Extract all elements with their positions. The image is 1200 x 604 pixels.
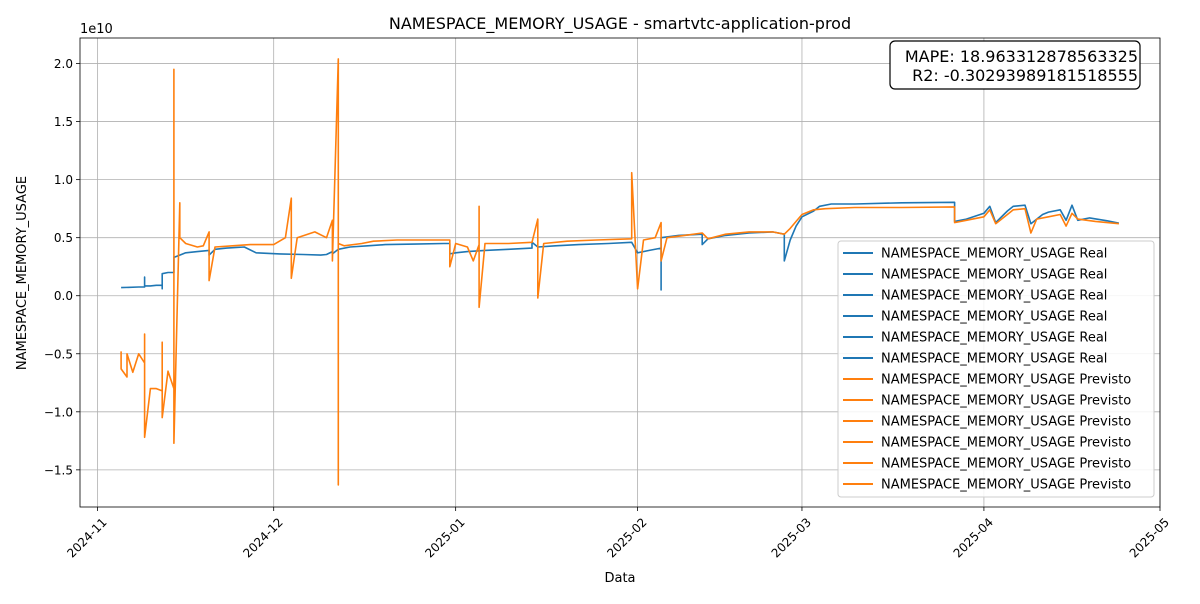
legend-items: NAMESPACE_MEMORY_USAGE Real NAMESPACE_MEM…: [843, 247, 1131, 493]
metrics-box-frame: [889, 40, 1141, 90]
legend-label: NAMESPACE_MEMORY_USAGE Previsto: [881, 457, 1131, 472]
y-tick-label: 1.0: [54, 173, 73, 187]
y-tick-label: −0.5: [44, 347, 73, 361]
metric-mape: MAPE: 18.963312878563325: [905, 47, 1138, 66]
y-tick-label: 0.0: [54, 289, 73, 303]
legend: NAMESPACE_MEMORY_USAGE Real NAMESPACE_MEM…: [837, 240, 1155, 498]
metrics-box: MAPE: 18.963312878563325 R2: -0.30293989…: [889, 40, 1141, 90]
y-axis-label: NAMESPACE_MEMORY_USAGE: [15, 176, 30, 370]
y-tick-label: −1.5: [44, 463, 73, 477]
y-tick-label: 1.5: [54, 115, 73, 129]
y-axis-offset-label: 1e10: [80, 22, 113, 37]
chart-title: NAMESPACE_MEMORY_USAGE - smartvtc-applic…: [389, 14, 851, 34]
series-layer: [120, 58, 1120, 486]
legend-label: NAMESPACE_MEMORY_USAGE Real: [881, 331, 1107, 346]
x-axis-label: Data: [604, 571, 635, 586]
plot-frame: [79, 37, 1161, 508]
legend-label: NAMESPACE_MEMORY_USAGE Previsto: [881, 373, 1131, 388]
series-line-real: [121, 201, 1120, 291]
legend-label: NAMESPACE_MEMORY_USAGE Real: [881, 247, 1107, 262]
y-tick-label: 0.5: [54, 231, 73, 245]
legend-label: NAMESPACE_MEMORY_USAGE Real: [881, 310, 1107, 325]
y-tick-label: 2.0: [54, 57, 73, 71]
legend-label: NAMESPACE_MEMORY_USAGE Real: [881, 268, 1107, 283]
legend-label: NAMESPACE_MEMORY_USAGE Previsto: [881, 415, 1131, 430]
metric-r2: R2: -0.30293989181518555: [912, 66, 1138, 85]
y-tick-label: −1.0: [44, 405, 73, 419]
legend-frame: [837, 240, 1155, 498]
legend-label: NAMESPACE_MEMORY_USAGE Real: [881, 352, 1107, 367]
legend-label: NAMESPACE_MEMORY_USAGE Previsto: [881, 478, 1131, 493]
legend-label: NAMESPACE_MEMORY_USAGE Real: [881, 289, 1107, 304]
legend-label: NAMESPACE_MEMORY_USAGE Previsto: [881, 394, 1131, 409]
legend-label: NAMESPACE_MEMORY_USAGE Previsto: [881, 436, 1131, 451]
series-line-previsto: [120, 58, 1119, 486]
